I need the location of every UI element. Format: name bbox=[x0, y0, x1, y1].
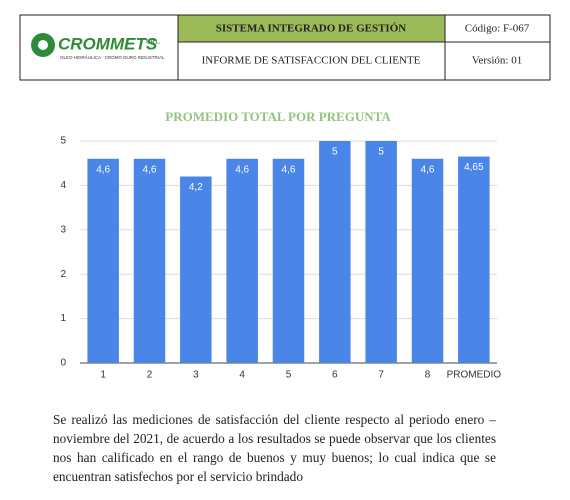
bar bbox=[458, 156, 490, 363]
value-label: 4,6 bbox=[421, 164, 435, 175]
bar bbox=[180, 176, 212, 363]
bar bbox=[319, 141, 351, 363]
y-tick-label: 5 bbox=[60, 136, 66, 147]
y-tick-label: 0 bbox=[60, 358, 66, 369]
x-tick-label: 5 bbox=[286, 370, 292, 381]
value-label: 4,6 bbox=[143, 164, 157, 175]
bar bbox=[87, 158, 119, 363]
x-tick-label: 6 bbox=[332, 370, 338, 381]
system-title: SISTEMA INTEGRADO DE GESTIÓN bbox=[216, 23, 406, 35]
value-label: 4,65 bbox=[464, 162, 484, 173]
x-tick-label: 8 bbox=[425, 370, 431, 381]
header-table bbox=[19, 14, 551, 81]
bar bbox=[365, 141, 397, 363]
bar bbox=[133, 158, 166, 363]
y-tick-label: 1 bbox=[60, 313, 66, 324]
logo: CROMMETS S.R.L. OLEO HIDRÁULICA · CROMO … bbox=[31, 33, 165, 60]
logo-suffix: S.R.L. bbox=[146, 39, 161, 45]
y-tick-label: 4 bbox=[60, 180, 66, 191]
value-label: 5 bbox=[378, 147, 384, 158]
value-label: 4,6 bbox=[96, 164, 110, 175]
value-label: 5 bbox=[332, 147, 338, 158]
report-title: INFORME DE SATISFACCION DEL CLIENTE bbox=[202, 55, 421, 67]
code: Código: F-067 bbox=[465, 23, 530, 35]
x-tick-label: 4 bbox=[239, 370, 245, 381]
x-tick-label: 3 bbox=[193, 370, 199, 381]
value-label: 4,6 bbox=[282, 164, 296, 175]
value-label: 4,6 bbox=[235, 164, 249, 175]
x-tick-label: PROMEDIO bbox=[447, 370, 502, 381]
x-tick-label: 1 bbox=[100, 370, 106, 381]
y-tick-label: 3 bbox=[60, 224, 66, 235]
chart-title: PROMEDIO TOTAL POR PREGUNTA bbox=[165, 109, 391, 124]
logo-text: CROMMETS bbox=[58, 34, 158, 53]
chart: 01234514,624,634,244,654,6657584,6PROMED… bbox=[60, 136, 501, 381]
header-band bbox=[178, 15, 445, 42]
bar bbox=[226, 158, 258, 363]
bar bbox=[272, 158, 305, 363]
version: Versión: 01 bbox=[472, 55, 522, 67]
bar bbox=[411, 158, 444, 363]
logo-tagline: OLEO HIDRÁULICA · CROMO DURO INDUSTRIAL bbox=[60, 54, 165, 60]
y-tick-label: 2 bbox=[60, 269, 66, 280]
x-tick-label: 2 bbox=[147, 370, 153, 381]
paragraph: Se realizó las mediciones de satisfacció… bbox=[53, 412, 496, 484]
x-tick-label: 7 bbox=[378, 370, 384, 381]
value-label: 4,2 bbox=[189, 182, 203, 193]
